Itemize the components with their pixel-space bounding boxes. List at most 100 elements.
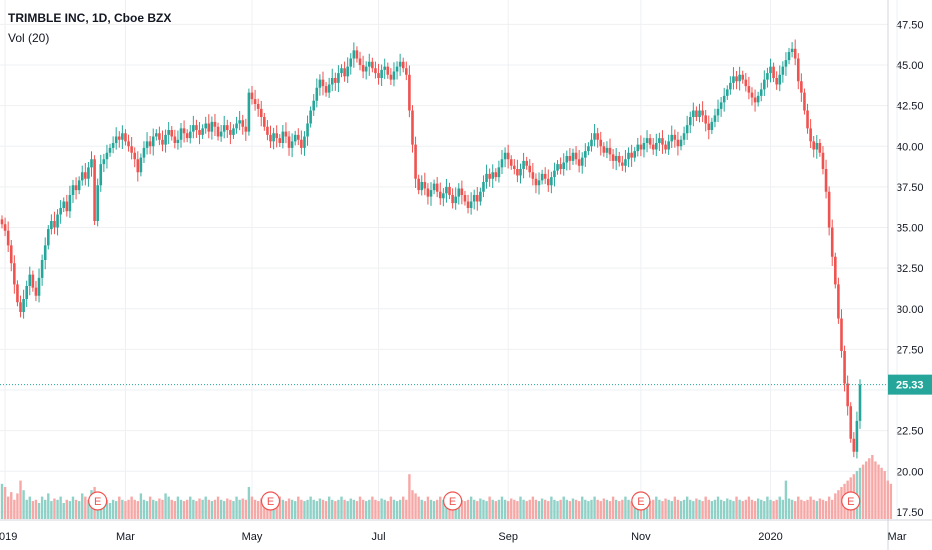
earnings-marker[interactable] bbox=[260, 491, 281, 511]
candle-body[interactable] bbox=[438, 191, 442, 199]
candle-body[interactable] bbox=[543, 173, 547, 179]
candle-body[interactable] bbox=[590, 139, 593, 147]
candle-body[interactable] bbox=[658, 138, 661, 143]
candle-body[interactable] bbox=[571, 152, 575, 161]
candle-body[interactable] bbox=[352, 50, 356, 59]
candle-body[interactable] bbox=[824, 169, 828, 192]
candle-body[interactable] bbox=[469, 201, 473, 209]
candle-body[interactable] bbox=[96, 185, 99, 221]
candle-body[interactable] bbox=[710, 121, 714, 130]
candle-body[interactable] bbox=[340, 68, 343, 74]
candle-body[interactable] bbox=[136, 159, 140, 173]
candle-body[interactable] bbox=[124, 133, 127, 142]
candle-body[interactable] bbox=[105, 152, 109, 160]
candle-body[interactable] bbox=[744, 79, 748, 87]
candle-body[interactable] bbox=[574, 152, 578, 160]
candle-body[interactable] bbox=[605, 147, 609, 153]
candle-body[interactable] bbox=[367, 61, 371, 67]
candle-body[interactable] bbox=[664, 144, 667, 150]
candle-body[interactable] bbox=[763, 79, 766, 90]
candle-body[interactable] bbox=[405, 68, 408, 75]
candle-body[interactable] bbox=[398, 61, 402, 67]
candle-body[interactable] bbox=[531, 172, 535, 179]
candle-body[interactable] bbox=[213, 121, 217, 127]
candle-body[interactable] bbox=[241, 120, 245, 127]
candle-body[interactable] bbox=[247, 92, 251, 132]
candle-body[interactable] bbox=[540, 173, 544, 181]
candle-body[interactable] bbox=[617, 156, 621, 163]
candle-body[interactable] bbox=[701, 110, 704, 116]
candle-body[interactable] bbox=[284, 131, 288, 137]
candle-body[interactable] bbox=[293, 134, 297, 142]
candle-body[interactable] bbox=[392, 71, 396, 80]
candle-body[interactable] bbox=[272, 133, 275, 142]
candle-body[interactable] bbox=[796, 58, 800, 82]
candle-body[interactable] bbox=[309, 110, 312, 124]
candle-body[interactable] bbox=[232, 128, 235, 135]
candle-body[interactable] bbox=[420, 182, 424, 191]
candle-body[interactable] bbox=[809, 128, 812, 142]
candle-body[interactable] bbox=[6, 230, 10, 246]
candle-body[interactable] bbox=[28, 274, 32, 286]
candle-body[interactable] bbox=[432, 183, 436, 191]
candle-body[interactable] bbox=[516, 169, 519, 176]
candle-body[interactable] bbox=[37, 277, 41, 296]
candle-body[interactable] bbox=[222, 125, 226, 132]
candle-body[interactable] bbox=[667, 141, 670, 150]
candle-body[interactable] bbox=[707, 123, 711, 131]
candle-body[interactable] bbox=[334, 78, 337, 83]
candle-body[interactable] bbox=[704, 115, 707, 124]
candle-body[interactable] bbox=[457, 188, 461, 197]
candle-body[interactable] bbox=[741, 74, 745, 80]
candle-body[interactable] bbox=[587, 146, 590, 152]
candle-body[interactable] bbox=[170, 130, 174, 137]
candle-body[interactable] bbox=[263, 117, 266, 127]
candle-body[interactable] bbox=[343, 68, 346, 77]
candle-body[interactable] bbox=[642, 143, 646, 150]
candle-body[interactable] bbox=[364, 66, 368, 72]
candle-body[interactable] bbox=[685, 125, 689, 134]
candle-body[interactable] bbox=[235, 123, 238, 129]
candle-body[interactable] bbox=[793, 48, 797, 59]
candle-body[interactable] bbox=[167, 130, 170, 135]
candle-body[interactable] bbox=[31, 274, 35, 288]
candle-body[interactable] bbox=[747, 86, 751, 93]
candle-body[interactable] bbox=[3, 224, 7, 231]
candle-body[interactable] bbox=[645, 138, 649, 143]
candle-body[interactable] bbox=[485, 173, 488, 182]
candle-body[interactable] bbox=[803, 92, 806, 111]
candle-body[interactable] bbox=[475, 195, 479, 202]
candle-body[interactable] bbox=[395, 66, 399, 72]
candle-body[interactable] bbox=[442, 193, 445, 199]
candle-body[interactable] bbox=[229, 130, 232, 135]
candle-body[interactable] bbox=[108, 147, 112, 153]
candle-body[interactable] bbox=[219, 131, 223, 137]
candle-body[interactable] bbox=[636, 144, 640, 152]
candle-body[interactable] bbox=[13, 263, 16, 285]
candle-body[interactable] bbox=[688, 117, 692, 126]
candle-body[interactable] bbox=[22, 299, 25, 312]
candle-body[interactable] bbox=[68, 195, 72, 212]
candle-body[interactable] bbox=[253, 99, 257, 104]
candle-body[interactable] bbox=[87, 167, 90, 179]
candle-body[interactable] bbox=[692, 110, 695, 118]
candle-body[interactable] bbox=[497, 167, 501, 178]
candle-body[interactable] bbox=[513, 165, 516, 169]
candle-body[interactable] bbox=[858, 384, 862, 421]
candle-body[interactable] bbox=[278, 138, 282, 143]
candle-body[interactable] bbox=[133, 152, 137, 160]
candle-body[interactable] bbox=[324, 86, 328, 93]
candle-body[interactable] bbox=[380, 69, 383, 78]
candle-body[interactable] bbox=[800, 81, 803, 93]
candle-body[interactable] bbox=[84, 172, 87, 179]
candle-body[interactable] bbox=[753, 97, 757, 103]
candle-body[interactable] bbox=[778, 74, 782, 85]
candle-body[interactable] bbox=[506, 152, 510, 160]
candle-body[interactable] bbox=[815, 143, 819, 150]
candle-body[interactable] bbox=[670, 134, 674, 142]
candle-body[interactable] bbox=[287, 136, 291, 148]
candle-body[interactable] bbox=[482, 182, 485, 192]
candle-body[interactable] bbox=[148, 141, 152, 147]
candle-body[interactable] bbox=[210, 121, 214, 132]
candle-body[interactable] bbox=[624, 159, 627, 166]
